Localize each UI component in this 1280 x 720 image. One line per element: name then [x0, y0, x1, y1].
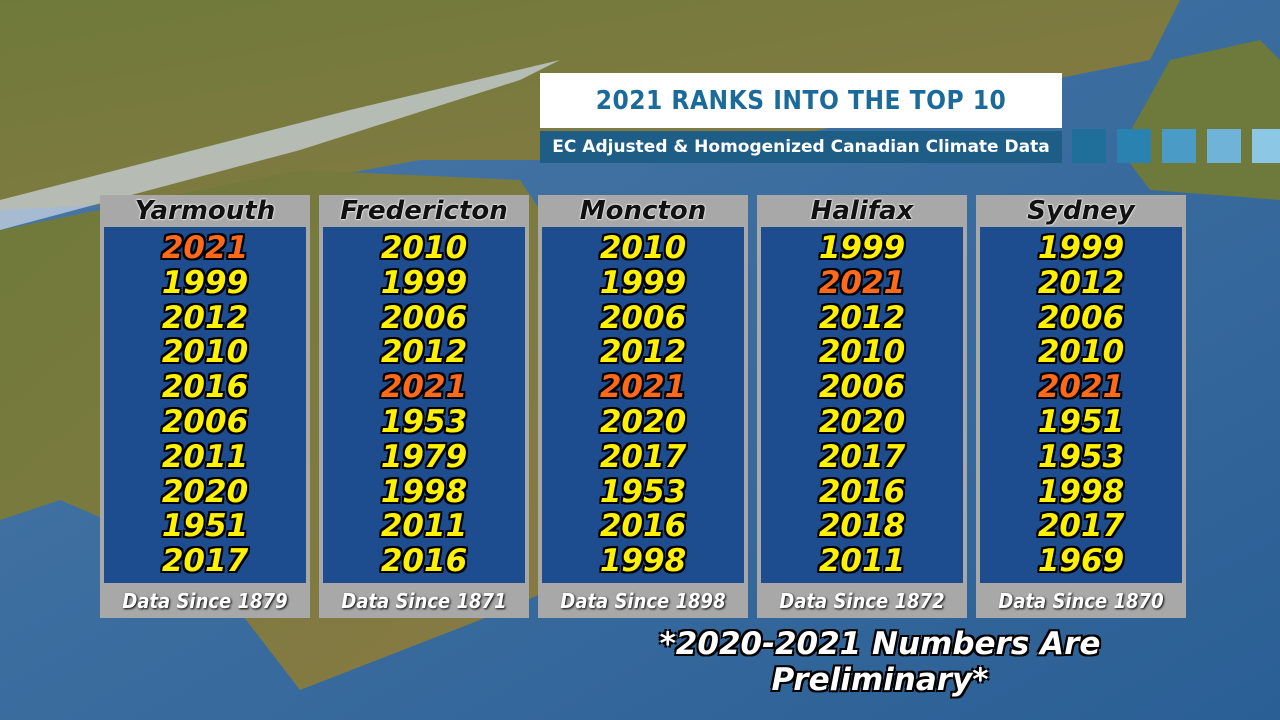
ranked-year: 1998 — [1037, 473, 1125, 510]
ranked-year: 1999 — [599, 264, 687, 301]
decor-square — [1117, 129, 1151, 163]
ranked-year: 2006 — [818, 369, 906, 406]
decor-square — [1207, 129, 1241, 163]
station-name: Moncton — [579, 196, 707, 226]
ranked-year: 1998 — [599, 543, 687, 580]
station-name: Halifax — [810, 196, 914, 226]
data-since: Data Since 1872 — [779, 589, 945, 613]
subtitle: EC Adjusted & Homogenized Canadian Clima… — [540, 131, 1062, 163]
title: 2021 RANKS INTO THE TOP 10 — [540, 73, 1062, 128]
ranked-year: 2016 — [599, 508, 687, 545]
station-column: Moncton 2010 1999 2006 2012 2021 2020 2017 1953 2… — [538, 195, 748, 618]
ranked-year: 2016 — [380, 543, 468, 580]
ranked-year: 2012 — [380, 334, 468, 371]
ranked-year: 1998 — [380, 473, 468, 510]
ranked-year: 2016 — [818, 473, 906, 510]
ranked-year: 1969 — [1037, 543, 1125, 580]
station-name: Yarmouth — [134, 196, 276, 226]
data-since: Data Since 1898 — [560, 589, 726, 613]
ranked-year: 2012 — [161, 299, 249, 336]
rank-panel: 2021 1999 2012 2010 2016 2006 2011 2020 1951 2017 — [104, 227, 306, 583]
ranked-year: 2006 — [599, 299, 687, 336]
data-since: Data Since 1871 — [341, 589, 507, 613]
station-column: Halifax 1999 2021 2012 2010 2006 2020 2017 2016 2… — [757, 195, 967, 618]
ranked-year: 1953 — [380, 404, 468, 440]
ranked-year: 2018 — [818, 508, 906, 545]
ranked-year: 1951 — [1037, 404, 1125, 440]
ranked-year: 2020 — [161, 473, 249, 510]
data-since: Data Since 1879 — [122, 589, 288, 613]
ranked-year: 1999 — [161, 264, 249, 301]
ranked-year: 1953 — [599, 473, 687, 510]
ranked-year: 2010 — [818, 334, 906, 371]
ranked-year: 2021 — [818, 264, 906, 301]
rank-panel: 2010 1999 2006 2012 2021 1953 1979 1998 2011 2016 — [323, 227, 525, 583]
ranked-year: 2021 — [161, 230, 249, 266]
rank-panel: 2010 1999 2006 2012 2021 2020 2017 1953 2016 1998 — [542, 227, 744, 583]
decor-square — [1252, 129, 1280, 163]
ranked-year: 2016 — [161, 369, 249, 406]
ranked-year: 1999 — [380, 264, 468, 301]
ranked-year: 2012 — [599, 334, 687, 371]
station-name: Fredericton — [340, 196, 508, 226]
ranked-year: 2017 — [161, 543, 249, 580]
ranked-year: 2021 — [1037, 369, 1125, 406]
station-column: Fredericton 2010 1999 2006 2012 2021 1953 1979 1… — [319, 195, 529, 618]
ranked-year: 2011 — [161, 438, 249, 475]
decor-square — [1072, 129, 1106, 163]
ranked-year: 1979 — [380, 438, 468, 475]
ranked-year: 2020 — [599, 404, 687, 440]
station-column: Sydney 1999 2012 2006 2010 2021 1951 1953 1998 20… — [976, 195, 1186, 618]
footnote: *2020-2021 Numbers Are Preliminary* — [659, 626, 1101, 698]
ranked-year: 2006 — [380, 299, 468, 336]
ranked-year: 1953 — [1037, 438, 1125, 475]
ranked-year: 2017 — [1037, 508, 1125, 545]
ranked-year: 2021 — [599, 369, 687, 406]
ranked-year: 2010 — [161, 334, 249, 371]
ranked-year: 1999 — [818, 230, 906, 266]
ranked-year: 2006 — [161, 404, 249, 440]
data-since: Data Since 1870 — [998, 589, 1164, 613]
ranked-year: 2020 — [818, 404, 906, 440]
station-name: Sydney — [1027, 196, 1135, 226]
decor-square — [1162, 129, 1196, 163]
ranked-year: 2011 — [818, 543, 906, 580]
ranked-year: 2017 — [818, 438, 906, 475]
ranked-year: 2017 — [599, 438, 687, 475]
station-column: Yarmouth 2021 1999 2012 2010 2016 2006 2011 2020… — [100, 195, 310, 618]
rank-panel: 1999 2012 2006 2010 2021 1951 1953 1998 2017 1969 — [980, 227, 1182, 583]
ranked-year: 2010 — [599, 230, 687, 266]
rank-panel: 1999 2021 2012 2010 2006 2020 2017 2016 2018 2011 — [761, 227, 963, 583]
ranked-year: 2011 — [380, 508, 468, 545]
ranked-year: 1999 — [1037, 230, 1125, 266]
ranked-year: 2012 — [1037, 264, 1125, 301]
ranked-year: 2012 — [818, 299, 906, 336]
ranked-year: 1951 — [161, 508, 249, 545]
ranked-year: 2006 — [1037, 299, 1125, 336]
ranked-year: 2010 — [380, 230, 468, 266]
ranked-year: 2021 — [380, 369, 468, 406]
ranked-year: 2010 — [1037, 334, 1125, 371]
